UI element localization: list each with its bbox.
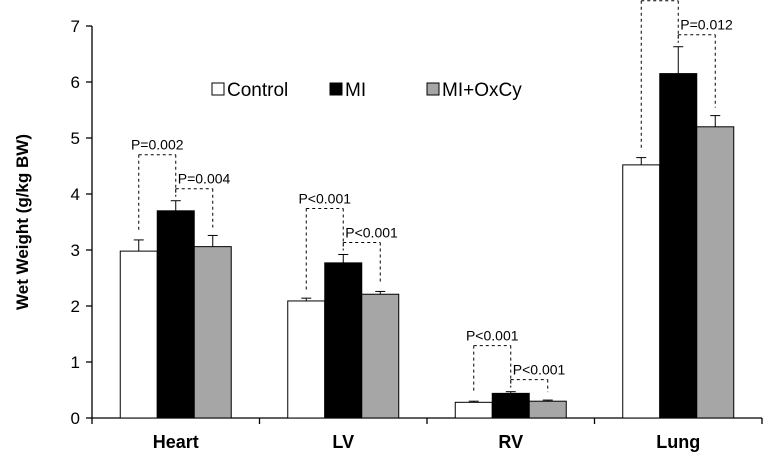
bars bbox=[119, 73, 735, 419]
legend-label: MI+OxCy bbox=[442, 80, 522, 101]
y-tick-label: 1 bbox=[71, 353, 80, 372]
p-value-label: P<0.001 bbox=[513, 362, 566, 378]
bar-control bbox=[119, 250, 158, 419]
bar-control bbox=[287, 300, 326, 419]
p-value-label: P=0.002 bbox=[131, 137, 184, 153]
y-tick-label: 4 bbox=[71, 185, 80, 204]
bar-mi-oxcy bbox=[528, 400, 567, 419]
p-value-label: P<0.001 bbox=[298, 190, 351, 206]
legend-label: Control bbox=[227, 80, 288, 101]
bar-control bbox=[622, 164, 661, 419]
x-category-label: Heart bbox=[153, 432, 199, 452]
y-tick-label: 0 bbox=[71, 409, 80, 428]
bar-mi bbox=[491, 392, 530, 419]
x-category-label: Lung bbox=[656, 432, 700, 452]
bar-mi bbox=[156, 210, 195, 419]
bar-mi-oxcy bbox=[696, 126, 735, 419]
y-tick-label: 2 bbox=[71, 297, 80, 316]
bar-mi bbox=[659, 73, 698, 419]
y-tick-label: 5 bbox=[71, 129, 80, 148]
p-value-label: P<0.001 bbox=[345, 224, 398, 240]
bar-mi-oxcy bbox=[361, 293, 400, 419]
y-tick-label: 7 bbox=[71, 17, 80, 36]
legend-label: MI bbox=[345, 80, 366, 101]
significance-annotations: P=0.002 P=0.004 P<0.001 P<0.001 P<0.001 P<0.0… bbox=[131, 0, 733, 394]
p-value-label: P=0.004 bbox=[178, 171, 231, 187]
p-value-label: P<0.001 bbox=[466, 328, 519, 344]
bar-mi bbox=[324, 262, 363, 419]
y-tick-label: 6 bbox=[71, 73, 80, 92]
x-category-label: LV bbox=[332, 432, 354, 452]
y-axis-title: Wet Weight (g/kg BW) bbox=[13, 134, 32, 310]
legend-swatch bbox=[426, 82, 440, 96]
legend-swatch bbox=[329, 82, 343, 96]
y-tick-label: 3 bbox=[71, 241, 80, 260]
x-category-label: RV bbox=[498, 432, 523, 452]
p-value-label: P=0.012 bbox=[680, 17, 733, 33]
bar-mi-oxcy bbox=[193, 246, 232, 419]
bar-control bbox=[454, 401, 493, 419]
legend-swatch bbox=[211, 82, 225, 96]
error-bars bbox=[133, 46, 721, 403]
legend: Control MI MI+OxCy bbox=[211, 80, 522, 101]
